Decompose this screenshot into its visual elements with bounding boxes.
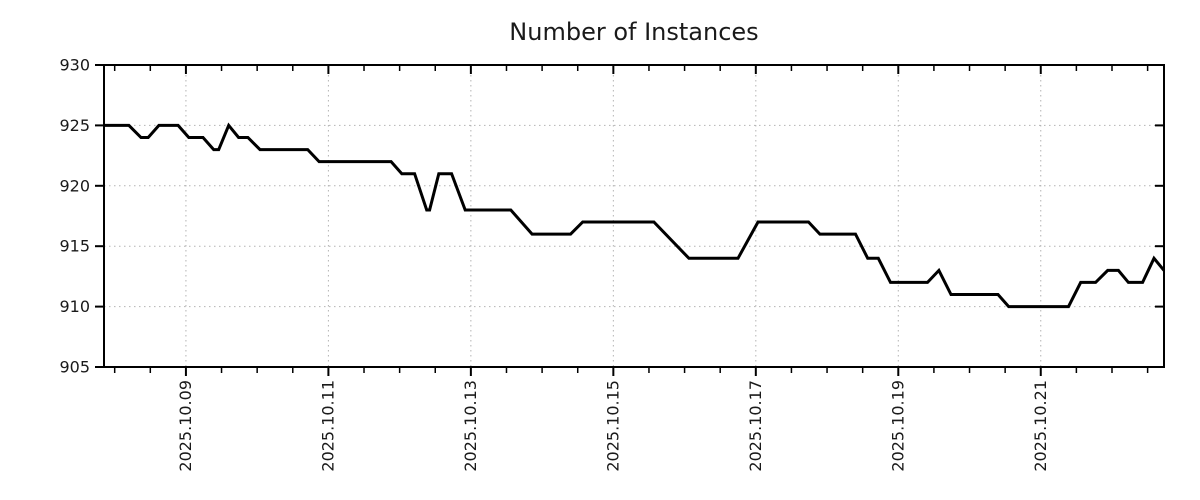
tick-labels: 905 910 915 920 925 930 2025.10.09 2025.10.11 20… [59,56,1049,472]
x-tick-label: 2025.10.11 [318,380,337,472]
x-tick-label: 2025.10.15 [603,380,622,472]
y-tick-label: 910 [59,297,90,316]
gridlines [104,65,1164,367]
x-tick-label: 2025.10.09 [176,380,195,472]
y-tick-label: 905 [59,358,90,377]
y-tick-label: 915 [59,237,90,256]
x-tick-label: 2025.10.13 [461,380,480,472]
y-tick-label: 925 [59,116,90,135]
data-series-line [104,122,1166,309]
x-tick-label: 2025.10.17 [746,380,765,472]
x-tick-label: 2025.10.19 [888,380,907,472]
y-tick-label: 930 [59,56,90,75]
x-tick-label: 2025.10.21 [1031,380,1050,472]
chart-title: Number of Instances [509,18,758,46]
y-tick-label: 920 [59,176,90,195]
plot-border [103,64,1165,368]
